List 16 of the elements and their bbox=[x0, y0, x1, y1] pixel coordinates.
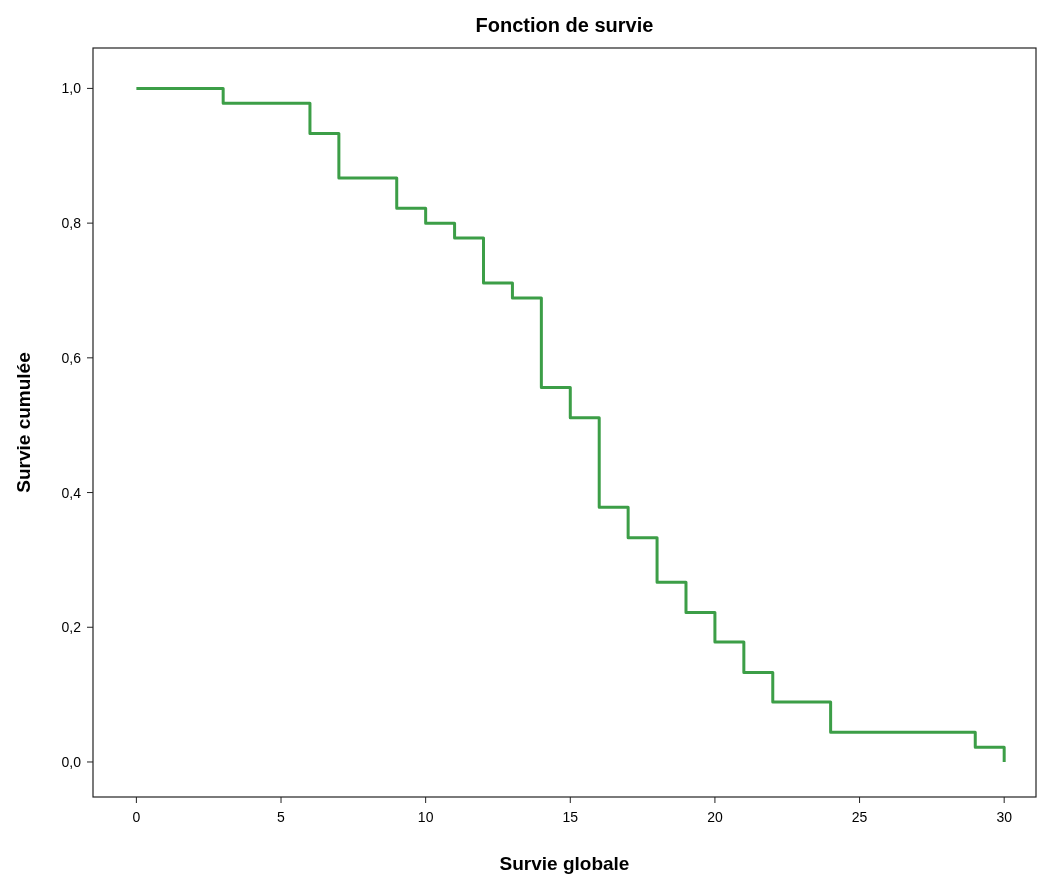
x-tick-label: 15 bbox=[562, 809, 579, 825]
x-tick-label: 0 bbox=[132, 809, 141, 825]
y-tick-label: 0,4 bbox=[61, 484, 82, 501]
x-tick-label: 10 bbox=[417, 809, 434, 825]
y-axis-title: Survie cumulée bbox=[13, 352, 34, 493]
x-axis-title: Survie globale bbox=[499, 853, 630, 874]
x-tick-label: 5 bbox=[277, 809, 286, 825]
x-tick-label: 25 bbox=[851, 809, 868, 825]
chart-title: Fonction de survie bbox=[475, 14, 654, 36]
y-tick-label: 0,2 bbox=[61, 619, 82, 636]
x-tick-label: 20 bbox=[707, 809, 723, 825]
x-tick-label: 30 bbox=[996, 809, 1013, 825]
y-tick-label: 0,0 bbox=[61, 753, 82, 770]
y-tick-label: 1,0 bbox=[61, 80, 82, 97]
y-tick-label: 0,6 bbox=[61, 349, 82, 366]
y-tick-label: 0,8 bbox=[61, 215, 82, 232]
